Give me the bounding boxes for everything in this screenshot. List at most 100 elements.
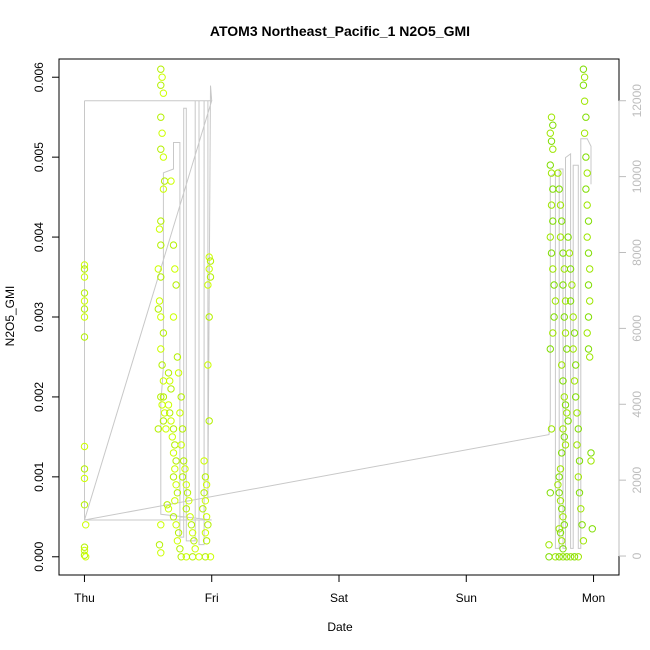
data-point <box>573 441 581 449</box>
data-point <box>566 297 575 305</box>
data-point <box>205 417 213 425</box>
data-point <box>549 121 557 129</box>
data-point <box>205 313 213 321</box>
data-point <box>573 409 581 417</box>
data-point <box>201 553 210 561</box>
chart-title: ATOM3 Northeast_Pacific_1 N2O5_GMI <box>210 23 470 39</box>
data-point <box>583 169 591 177</box>
data-point <box>579 81 588 89</box>
data-point <box>164 505 173 513</box>
data-point <box>561 329 570 337</box>
data-point <box>172 521 180 529</box>
data-point <box>80 273 89 281</box>
data-point <box>546 489 554 497</box>
data-point <box>157 113 165 121</box>
data-point <box>172 281 180 289</box>
data-point <box>202 513 211 521</box>
plot-frame <box>58 58 620 576</box>
data-point <box>159 329 168 337</box>
data-point <box>566 553 575 561</box>
data-point <box>559 377 567 385</box>
data-point <box>169 513 178 521</box>
data-point <box>171 265 179 273</box>
data-point <box>155 225 164 233</box>
data-point <box>206 273 215 281</box>
data-point <box>167 417 175 425</box>
x-axis: Thu Fri Sat Sun Mon <box>74 574 605 605</box>
data-point <box>157 241 165 249</box>
y2-tick-label: 6000 <box>630 315 644 342</box>
data-point <box>549 329 557 337</box>
data-point <box>80 551 89 559</box>
data-point <box>580 73 589 81</box>
data-point <box>583 233 591 241</box>
data-point <box>80 543 89 551</box>
data-point <box>584 281 593 289</box>
data-point <box>204 361 212 369</box>
data-point <box>159 393 168 401</box>
data-point <box>80 265 89 273</box>
data-point <box>550 313 558 321</box>
data-point <box>550 281 558 289</box>
y-tick-label: 0.006 <box>32 62 46 92</box>
data-point <box>160 177 169 185</box>
data-point <box>556 465 565 473</box>
data-point <box>559 545 567 553</box>
data-point <box>569 313 577 321</box>
data-point <box>159 89 168 97</box>
y-tick-label: 0.001 <box>32 462 46 492</box>
data-point <box>560 433 568 441</box>
data-point <box>574 473 582 481</box>
data-point <box>80 442 89 451</box>
data-point <box>183 489 192 497</box>
data-point <box>556 529 565 537</box>
data-point <box>556 497 565 505</box>
data-point <box>582 153 590 161</box>
data-point <box>201 529 210 537</box>
data-point <box>177 553 185 561</box>
data-point <box>202 537 211 545</box>
data-point <box>558 505 566 513</box>
data-point <box>582 113 590 121</box>
data-point <box>570 329 579 337</box>
y2-axis: 0 2000 4000 6000 8000 10000 12000 <box>618 84 644 559</box>
data-point <box>205 265 213 273</box>
data-point <box>182 505 191 513</box>
y-tick-label: 0.002 <box>32 382 46 412</box>
data-point <box>555 553 563 561</box>
data-point <box>583 201 591 209</box>
y2-tick-label: 12000 <box>630 84 644 118</box>
y-tick-label: 0.005 <box>32 142 46 172</box>
data-point <box>204 521 212 529</box>
data-point <box>551 553 560 561</box>
data-point <box>164 369 173 377</box>
data-point <box>558 537 566 545</box>
data-point <box>202 481 211 489</box>
data-point <box>575 457 584 465</box>
data-point <box>82 521 90 529</box>
data-point <box>547 425 556 433</box>
data-point <box>172 481 180 489</box>
data-point <box>166 377 174 385</box>
data-point <box>158 129 166 137</box>
data-point <box>547 137 556 145</box>
y2-tick-label: 4000 <box>630 391 644 418</box>
data-point <box>171 465 179 473</box>
data-point <box>558 449 566 457</box>
data-point <box>200 457 208 465</box>
x-tick-label: Fri <box>205 591 219 605</box>
data-point <box>157 313 165 321</box>
data-point <box>157 65 165 73</box>
data-point <box>154 265 163 273</box>
data-point <box>569 345 577 353</box>
data-point <box>561 401 570 409</box>
data-point <box>159 417 168 425</box>
data-point <box>164 401 173 409</box>
data-point <box>586 297 594 305</box>
data-point <box>176 409 184 417</box>
data-point <box>199 505 207 513</box>
x-axis-label: Date <box>327 620 353 634</box>
data-point <box>173 537 182 545</box>
data-point <box>587 457 595 465</box>
